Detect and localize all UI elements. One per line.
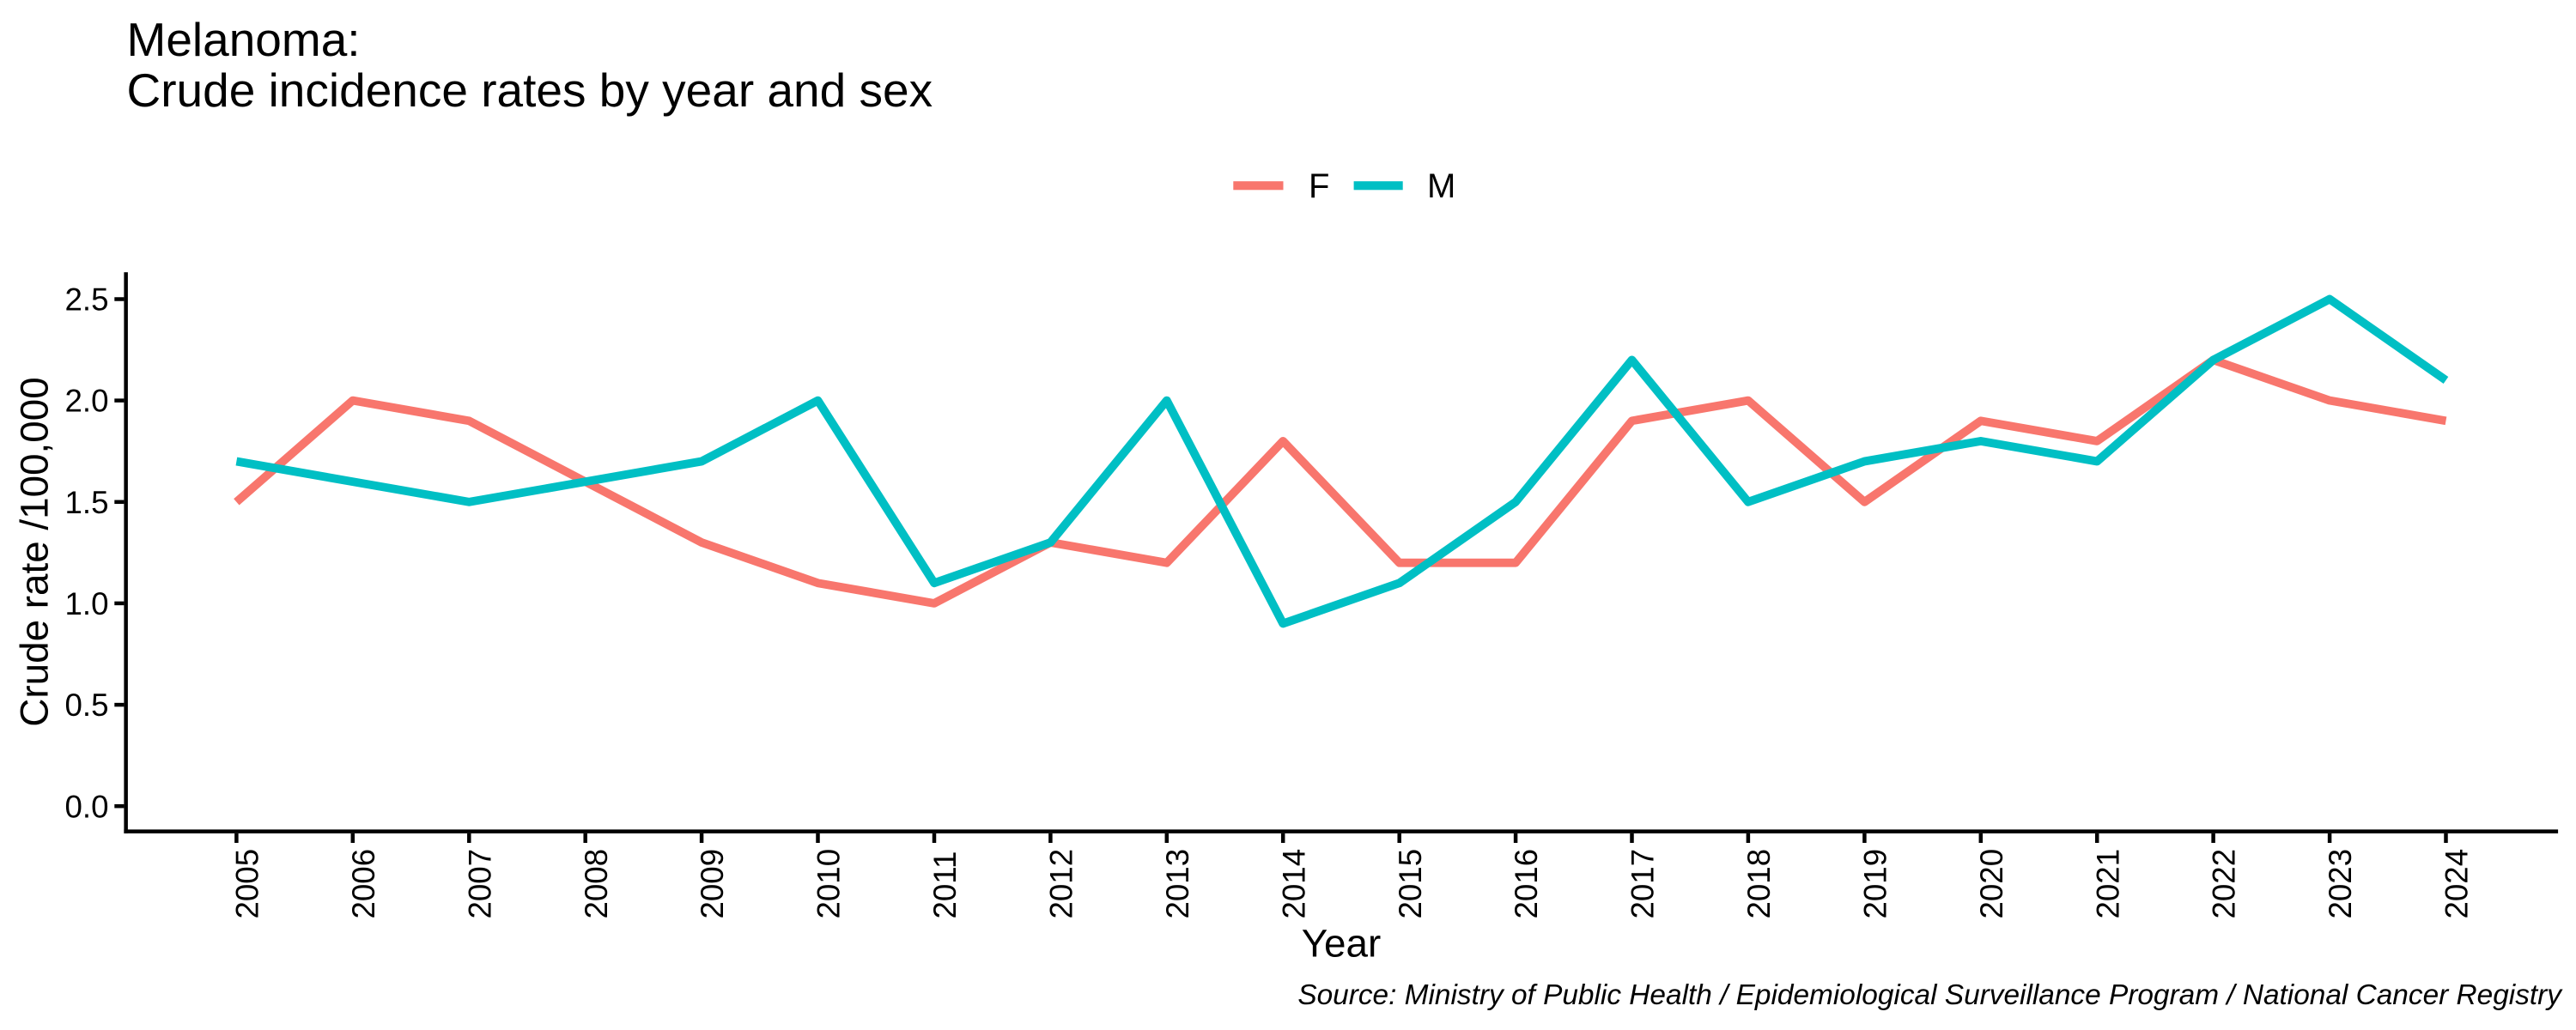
svg-text:0.0: 0.0 <box>64 789 108 824</box>
svg-text:F: F <box>1309 167 1329 205</box>
svg-text:2007: 2007 <box>462 849 497 919</box>
svg-text:Crude rate /100,000: Crude rate /100,000 <box>12 377 56 726</box>
svg-text:2006: 2006 <box>346 849 381 919</box>
svg-text:1.5: 1.5 <box>64 485 108 520</box>
svg-text:2009: 2009 <box>695 849 730 919</box>
svg-text:Year: Year <box>1302 921 1382 965</box>
svg-text:2013: 2013 <box>1160 849 1195 919</box>
svg-text:2015: 2015 <box>1393 849 1428 919</box>
svg-text:2012: 2012 <box>1044 849 1079 919</box>
svg-text:2024: 2024 <box>2439 849 2475 919</box>
svg-text:2021: 2021 <box>2090 849 2125 919</box>
svg-text:Melanoma:: Melanoma: <box>127 13 361 66</box>
svg-text:0.5: 0.5 <box>64 688 108 723</box>
svg-text:2020: 2020 <box>1974 849 2009 919</box>
svg-text:2010: 2010 <box>811 849 847 919</box>
svg-text:1.0: 1.0 <box>64 586 108 621</box>
svg-text:2023: 2023 <box>2323 849 2358 919</box>
svg-text:2.5: 2.5 <box>64 282 108 318</box>
svg-text:Source: Ministry of Public Hea: Source: Ministry of Public Health / Epid… <box>1297 979 2563 1011</box>
svg-text:M: M <box>1427 167 1455 205</box>
svg-text:2018: 2018 <box>1741 849 1777 919</box>
svg-text:2017: 2017 <box>1625 849 1661 919</box>
svg-text:Crude incidence rates by year: Crude incidence rates by year and sex <box>127 64 933 117</box>
svg-text:2014: 2014 <box>1276 849 1311 919</box>
svg-text:2011: 2011 <box>927 851 963 919</box>
svg-text:2022: 2022 <box>2207 849 2242 919</box>
svg-text:2.0: 2.0 <box>64 384 108 419</box>
svg-text:2019: 2019 <box>1858 849 1893 919</box>
svg-text:2016: 2016 <box>1509 849 1544 919</box>
svg-text:2008: 2008 <box>579 849 614 919</box>
svg-text:2005: 2005 <box>230 849 265 919</box>
